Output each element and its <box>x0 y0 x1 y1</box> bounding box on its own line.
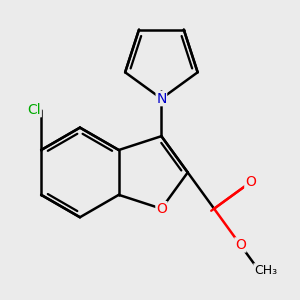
Text: CH₃: CH₃ <box>254 264 277 277</box>
Text: O: O <box>245 175 256 189</box>
Text: N: N <box>156 92 167 106</box>
Text: O: O <box>156 202 167 216</box>
Text: O: O <box>235 238 246 252</box>
Text: Cl: Cl <box>28 103 41 117</box>
